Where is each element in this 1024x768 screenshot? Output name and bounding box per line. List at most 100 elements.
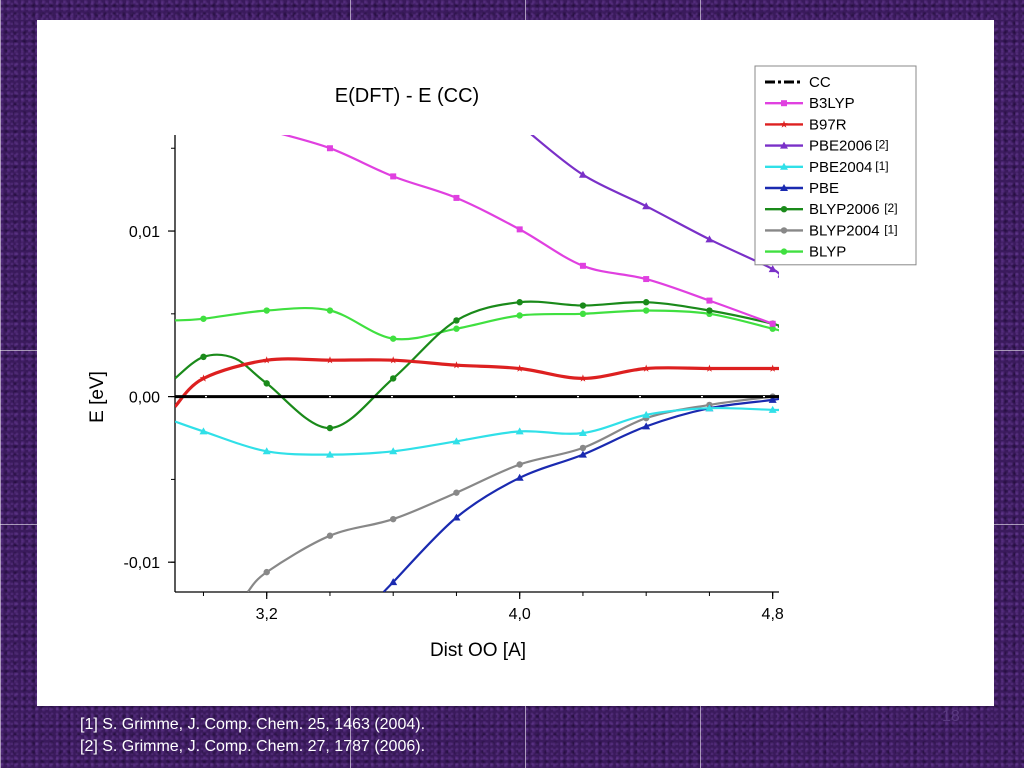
data-point-pbe2004 [199,427,208,435]
data-point-blyp2004 [516,461,523,468]
data-point-blyp [263,307,270,314]
data-point-b97r [768,364,777,372]
legend-marker [780,141,788,149]
background-divider [525,0,526,20]
data-point-b3lyp [326,145,333,152]
legend-label: BLYP [809,244,846,261]
legend-item-cc: CC [765,74,831,91]
legend-marker [780,227,788,234]
background-divider [350,706,351,768]
legend-marker [780,184,788,191]
background-divider [525,706,526,768]
background-divider [700,0,701,20]
data-point-pbe2006 [768,265,777,273]
chart-title: E(DFT) - E (CC) [335,85,479,107]
data-point-blyp2006 [263,380,270,387]
y-axis-label: E [eV] [87,371,108,423]
series-line-pbe [382,397,779,592]
background-divider [0,350,37,351]
y-tick-label: 0,01 [129,224,160,241]
legend-item-blyp: BLYP [765,244,846,261]
data-point-b3lyp [516,226,523,233]
data-point-blyp2006 [453,317,460,324]
data-point-b97r [705,364,714,372]
x-axis-label: Dist OO [A] [430,640,526,661]
legend-label: PBE [809,180,839,197]
legend-label: B97R [809,116,847,133]
legend-marker [780,162,788,170]
x-tick-label: 4,8 [762,606,784,623]
data-point-pbe [515,473,524,481]
data-point-b3lyp [390,173,397,180]
data-point-b97r [642,364,650,372]
data-point-b97r [579,374,587,382]
y-tick-label: -0,01 [124,555,161,572]
data-point-blyp [769,325,776,332]
data-point-b97r [199,374,208,382]
background-divider [994,524,1024,525]
data-point-b3lyp [769,320,776,327]
data-point-blyp [453,325,460,332]
data-point-blyp [389,335,397,342]
data-point-b97r [389,356,397,364]
legend-label: B3LYP [809,95,855,112]
legend-reference: [1] [875,159,888,173]
legend-label: BLYP2006 [809,201,880,218]
data-point-blyp [642,307,650,314]
data-point-blyp [200,315,207,322]
data-point-blyp [516,312,523,319]
legend-marker [780,206,788,213]
data-point-b3lyp [579,262,586,269]
data-point-blyp2004 [326,532,334,539]
series-group [175,135,779,592]
legend-item-pbe2006: PBE2006 [2] [765,138,889,155]
data-point-pbe [452,513,461,521]
data-point-pbe [578,450,587,458]
chart-panel: E(DFT) - E (CC) -0,01 0,00 0,01 3,2 4,0 4,8 D… [37,20,994,706]
data-point-blyp2006 [516,299,523,306]
data-point-blyp2004 [453,489,460,496]
x-tick-label: 3,2 [256,606,278,623]
background-divider [0,524,37,525]
data-point-pbe2006 [578,170,587,178]
data-point-pbe [389,578,398,586]
background-divider [700,706,701,768]
legend-reference: [2] [884,201,897,215]
legend-marker [780,120,788,128]
data-point-blyp [579,310,587,318]
data-point-pbe2004 [705,404,714,412]
data-point-pbe [642,422,651,430]
data-point-blyp2006 [389,375,397,382]
data-point-pbe2004 [389,447,398,455]
slide-number: 18 [942,708,960,725]
data-point-pbe2004 [768,405,777,413]
data-point-pbe2004 [325,450,334,458]
reference-1: [1] S. Grimme, J. Comp. Chem. 25, 1463 (… [80,716,426,733]
legend-item-b97r: B97R [765,116,847,133]
data-point-pbe2004 [578,429,587,437]
data-point-b97r [262,356,271,364]
data-point-pbe2004 [515,427,524,435]
reference-2: [2] S. Grimme, J. Comp. Chem. 27, 1787 (… [80,738,426,755]
data-point-blyp2006 [706,307,713,314]
data-point-b97r [452,361,461,369]
legend-item-blyp2004: BLYP2004 [1] [765,222,898,239]
background-divider [994,350,1024,351]
data-point-pbe [768,395,777,403]
chart: E(DFT) - E (CC) -0,01 0,00 0,01 3,2 4,0 4,8 D… [87,65,917,661]
background-divider [0,0,1,768]
data-point-blyp2004 [389,515,397,523]
legend-label: BLYP2004 [809,222,880,239]
series-line-pbe2004 [175,406,779,456]
legend-item-blyp2006: BLYP2006 [2] [765,201,898,218]
legend-reference: [1] [884,222,897,236]
data-point-blyp2006 [200,353,207,361]
legend-marker [781,100,787,107]
data-point-pbe2004 [642,410,651,418]
legend-reference: [2] [875,138,888,152]
legend-label: PBE2004 [809,159,872,176]
plot-area: -0,01 0,00 0,01 3,2 4,0 4,8 [124,135,784,623]
background-divider [350,0,351,20]
references: [1] S. Grimme, J. Comp. Chem. 25, 1463 (… [80,714,425,758]
legend-marker [780,248,788,255]
